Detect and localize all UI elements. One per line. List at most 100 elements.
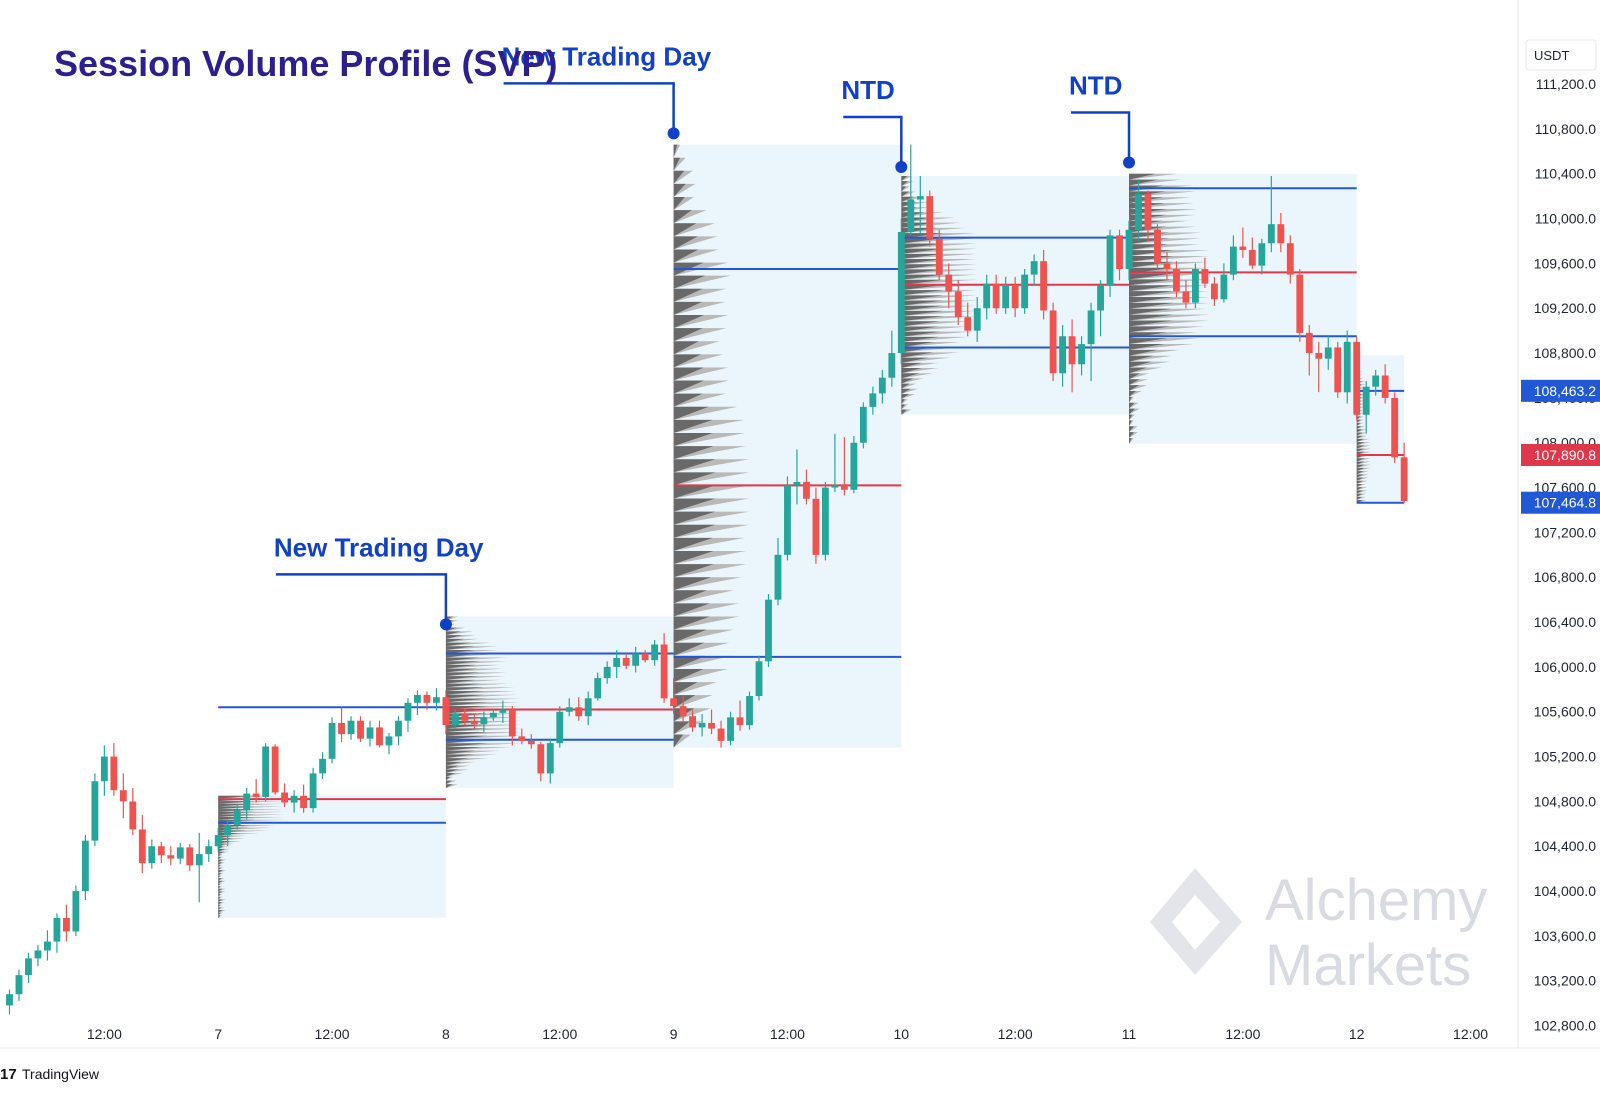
candle (300, 784, 308, 813)
candle-body (755, 661, 763, 697)
candle-body (1059, 336, 1067, 374)
new-trading-day-annotation: NTD (1069, 71, 1136, 169)
price-tag-label: 107,464.8 (1534, 495, 1596, 511)
candle-body (157, 846, 165, 856)
candle-body (1135, 193, 1142, 230)
candle (62, 904, 70, 942)
tradingview-branding[interactable]: 17 TradingView (0, 1066, 100, 1083)
candle (1220, 263, 1228, 303)
candle-body (973, 308, 981, 331)
candle (347, 716, 355, 740)
candle (935, 229, 943, 281)
candle-body (53, 917, 61, 942)
candle-body (613, 657, 621, 667)
candle-body (1258, 243, 1266, 266)
candle (1049, 302, 1057, 382)
candle-body (1315, 353, 1323, 359)
candle (91, 773, 99, 847)
candle-body (281, 792, 289, 803)
x-tick-label: 12:00 (770, 1026, 805, 1042)
candle-body (916, 196, 924, 200)
candle (366, 720, 374, 747)
candle-body (1182, 291, 1190, 303)
candle-body (926, 196, 934, 239)
annotations-layer: New Trading Day New Trading Day NTD NTD (274, 41, 1136, 631)
volume-profile-core (1129, 173, 1174, 444)
candle (850, 436, 858, 494)
candle (1173, 261, 1180, 298)
price-tag: 107,464.8 (1521, 491, 1600, 514)
candle-body (262, 746, 270, 797)
candle (784, 476, 791, 561)
candle (34, 944, 42, 967)
candle (1144, 190, 1152, 241)
candle-body (897, 232, 905, 354)
candle (1135, 179, 1142, 241)
candle (423, 691, 431, 710)
candle-body (821, 487, 829, 555)
candle (869, 386, 877, 415)
candle (290, 790, 298, 813)
x-tick-label: 10 (894, 1026, 910, 1042)
new-trading-day-annotation: NTD (841, 75, 908, 174)
candle (176, 842, 184, 865)
candle-body (1248, 249, 1256, 266)
annotation-dot (895, 161, 908, 174)
candle-body (765, 599, 772, 662)
candle-body (537, 744, 545, 774)
candle (1305, 325, 1313, 376)
candle-body (328, 722, 336, 759)
candle-body (651, 644, 659, 661)
price-tag-label: 108,463.2 (1534, 383, 1596, 399)
candle-body (689, 716, 697, 728)
candle (224, 819, 232, 847)
candle (470, 713, 478, 729)
volume-profile-core (673, 144, 716, 748)
candle (1182, 280, 1190, 309)
price-tag: 108,463.2 (1521, 379, 1600, 402)
candle (746, 691, 753, 730)
candle-body (584, 698, 592, 717)
candle (708, 709, 715, 735)
y-tick-label: 102,800.0 (1534, 1018, 1596, 1034)
candle-body (25, 958, 32, 976)
candle-body (1305, 332, 1313, 354)
y-tick-label: 105,600.0 (1534, 704, 1596, 720)
candle (309, 767, 317, 813)
candle (907, 144, 915, 236)
candle-body (641, 653, 649, 661)
annotation-dot (667, 127, 680, 140)
candle (1296, 269, 1304, 342)
candle-body (594, 678, 602, 699)
y-tick-label: 107,600.0 (1534, 480, 1596, 496)
candle-body (423, 694, 431, 703)
y-tick-label: 108,800.0 (1534, 345, 1596, 361)
candle-body (414, 694, 421, 703)
candle-body (1324, 347, 1332, 359)
candle-body (480, 717, 488, 725)
candle (1106, 229, 1114, 298)
candle (594, 672, 602, 701)
candle (1277, 212, 1285, 253)
candle (632, 646, 640, 673)
candle-body (138, 829, 146, 864)
candle-body (15, 975, 23, 995)
candle-body (1220, 274, 1228, 300)
candle-body (271, 746, 279, 793)
candle (821, 481, 829, 561)
candle (1248, 237, 1256, 270)
candle-body (1163, 263, 1171, 270)
candle-body (1391, 397, 1399, 458)
candle-body (935, 238, 943, 275)
x-tick-label: 11 (1122, 1026, 1137, 1042)
candle-body (252, 793, 260, 797)
currency-button[interactable] (1525, 39, 1597, 71)
candle-body (338, 722, 345, 735)
candle-body (907, 199, 915, 233)
y-tick-label: 111,200.0 (1536, 76, 1596, 92)
annotation-pointer (843, 115, 903, 168)
candle-body (945, 274, 953, 292)
candle (945, 263, 953, 309)
candle (1040, 249, 1048, 320)
candle-body (1173, 269, 1180, 292)
